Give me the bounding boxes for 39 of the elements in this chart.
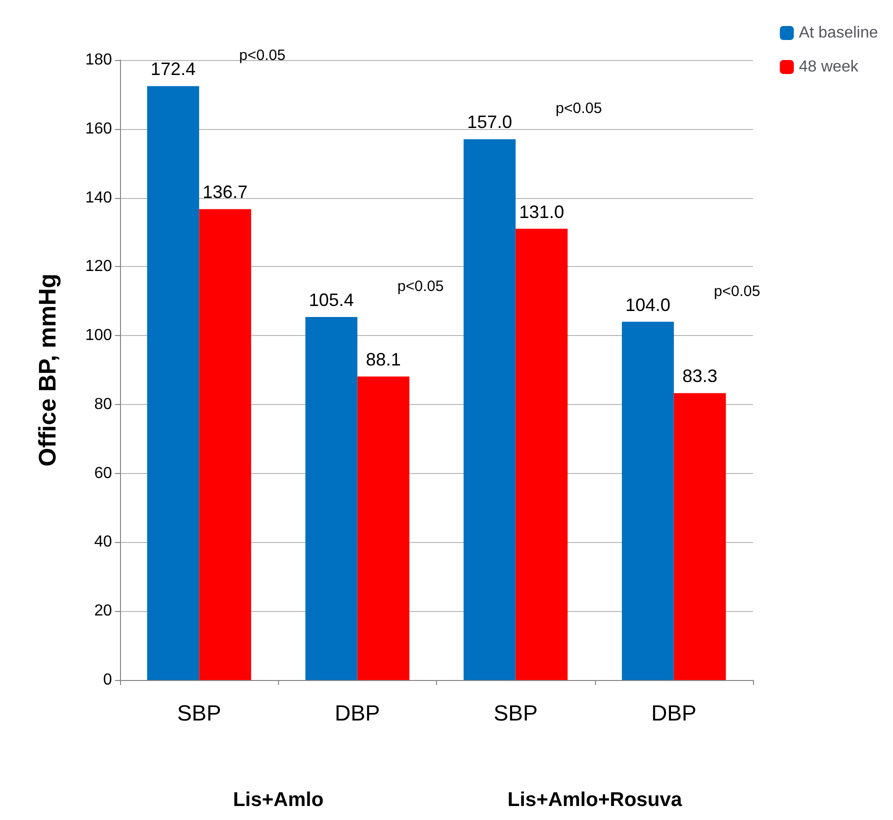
legend-label: At baseline: [798, 24, 878, 42]
text: Lis+Amlo: [232, 789, 324, 811]
data-label: 83.3: [682, 366, 718, 386]
y-tick-label: 160: [85, 120, 112, 138]
data-label: 104.0: [625, 294, 670, 315]
annotation: p<0.05: [397, 278, 444, 295]
data-label: 157.0: [467, 112, 512, 132]
y-tick-label: 180: [85, 52, 112, 68]
x-tick-label: SBP: [177, 700, 222, 726]
data-label: 88.1: [366, 350, 401, 370]
y-tick-label: 60: [94, 464, 112, 482]
data-label: 131.0: [519, 202, 564, 222]
y-axis-title: Office BP, mmHg: [34, 274, 62, 466]
annotation: p<0.05: [556, 100, 602, 118]
data-label: 105.4: [308, 290, 354, 310]
bar: [357, 376, 410, 680]
bar: [305, 316, 358, 680]
annotation: p<0.05: [714, 282, 760, 300]
bar: [622, 322, 674, 680]
x-tick-label: DBP: [651, 700, 696, 726]
y-tick-label: 80: [94, 396, 112, 413]
bar: [674, 393, 726, 680]
y-tick-label: 120: [85, 258, 112, 276]
y-tick-label: 140: [85, 189, 112, 206]
bar: [516, 228, 568, 680]
bar: [147, 86, 200, 680]
x-tick-label: SBP: [494, 700, 538, 726]
data-label: 136.7: [202, 182, 248, 202]
y-tick-label: 40: [94, 534, 112, 551]
annotation: p<0.05: [239, 47, 286, 64]
bar: [464, 139, 516, 680]
text: Lis+Amlo+Rosuva: [507, 789, 683, 811]
legend-label: 48 week: [798, 58, 860, 76]
y-tick-label: 0: [103, 672, 112, 688]
bar: [199, 209, 252, 680]
x-tick-label: DBP: [334, 700, 380, 726]
data-label: 172.4: [150, 59, 196, 80]
y-tick-label: 20: [94, 602, 112, 620]
y-tick-label: 100: [85, 327, 112, 344]
